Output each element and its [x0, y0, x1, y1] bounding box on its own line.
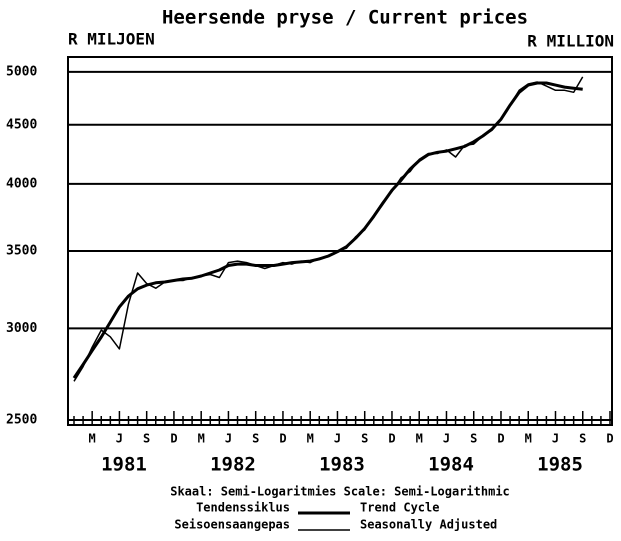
y-tick-label: 5000: [6, 64, 37, 79]
y-tick-label: 2500: [6, 412, 37, 427]
x-tick-label: S: [143, 432, 150, 446]
x-tick-label: M: [525, 432, 532, 446]
x-tick-label: S: [361, 432, 368, 446]
x-tick-label: M: [416, 432, 423, 446]
x-tick-label: D: [279, 432, 286, 446]
series-line: [72, 81, 583, 379]
y-label-right: R MILLION: [527, 32, 614, 51]
x-tick-label: M: [307, 432, 314, 446]
x-tick-label: D: [388, 432, 395, 446]
x-tick-label: S: [579, 432, 586, 446]
x-tick-label: S: [252, 432, 259, 446]
x-tick-label: M: [89, 432, 96, 446]
y-tick-label: 3500: [6, 243, 37, 258]
legend-name: Seisoensaangepas: [174, 518, 290, 532]
x-tick-label: J: [225, 432, 232, 446]
x-tick-label: J: [116, 432, 123, 446]
year-label: 1984: [428, 454, 474, 476]
year-label: 1983: [319, 454, 365, 476]
y-label-left: R MILJOEN: [68, 30, 155, 49]
year-label: 1982: [210, 454, 256, 476]
legend-name-en: Trend Cycle: [360, 501, 439, 515]
year-label: 1985: [537, 454, 583, 476]
legend-name: Tendenssiklus: [196, 501, 290, 515]
y-tick-label: 4000: [6, 176, 37, 191]
x-tick-label: D: [497, 432, 504, 446]
y-tick-label: 4500: [6, 117, 37, 132]
scale-note: Skaal: Semi-Logaritmies Scale: Semi-Loga…: [170, 485, 510, 499]
x-tick-label: M: [198, 432, 205, 446]
year-label: 1981: [101, 454, 147, 476]
x-tick-label: S: [470, 432, 477, 446]
x-tick-label: D: [170, 432, 177, 446]
y-tick-label: 3000: [6, 321, 37, 336]
x-tick-label: D: [606, 432, 613, 446]
legend-name-en: Seasonally Adjusted: [360, 518, 497, 532]
x-tick-label: J: [443, 432, 450, 446]
x-tick-label: J: [552, 432, 559, 446]
series-line: [73, 76, 584, 382]
plot-frame: [67, 56, 613, 426]
x-tick-label: J: [334, 432, 341, 446]
chart-title: Heersende pryse / Current prices: [162, 7, 528, 29]
